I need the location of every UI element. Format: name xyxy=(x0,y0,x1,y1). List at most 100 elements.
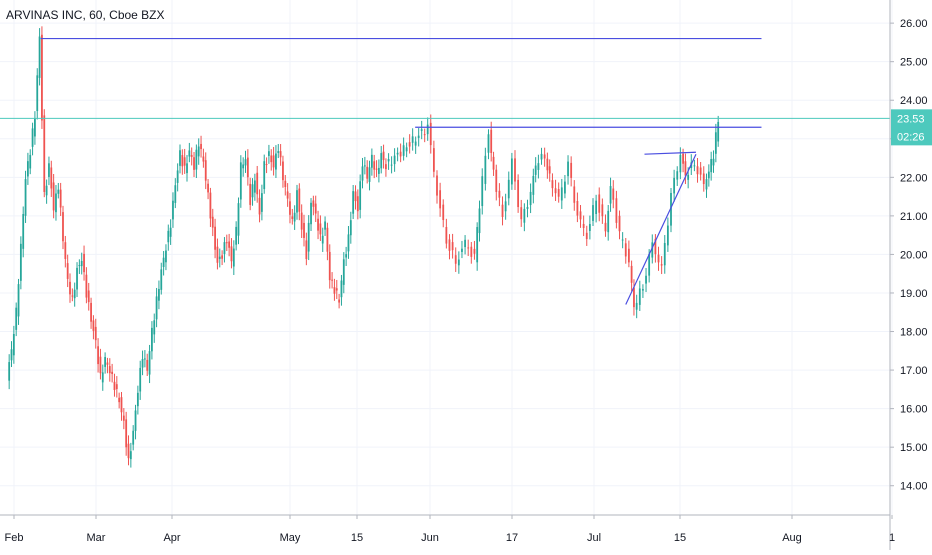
candle-body xyxy=(501,204,504,217)
candle-body xyxy=(275,153,277,170)
candle-body xyxy=(310,202,312,225)
candle-body xyxy=(57,189,60,194)
candle-body xyxy=(83,253,85,273)
trend-lines[interactable] xyxy=(0,37,890,305)
time-tick-label: 17 xyxy=(506,532,518,544)
candle-body xyxy=(197,146,200,157)
candle-body xyxy=(125,419,128,448)
trend-line-triangle-top[interactable] xyxy=(644,151,696,155)
candle-body xyxy=(335,288,338,291)
candle-body xyxy=(517,179,520,208)
candle-body xyxy=(543,154,546,159)
candle-body xyxy=(347,234,350,252)
candle-body xyxy=(693,165,696,167)
price-tick-label: 17.00 xyxy=(900,365,928,377)
candle-body xyxy=(712,158,715,166)
candle-body xyxy=(331,279,333,281)
time-tick-label: 1 xyxy=(889,532,895,544)
candle-body xyxy=(370,154,373,168)
candle-body xyxy=(354,191,357,202)
candle-body xyxy=(705,179,708,190)
candle-body xyxy=(321,235,324,244)
candle-body xyxy=(146,359,149,371)
candle-body xyxy=(523,208,526,223)
candle-body xyxy=(411,136,414,143)
candle-body xyxy=(268,151,270,156)
candle-body xyxy=(366,166,369,179)
candle-body xyxy=(139,367,142,392)
price-axis[interactable]: 26.0025.0024.0023.0022.0021.0020.0019.00… xyxy=(889,0,932,550)
candle-body xyxy=(214,226,216,250)
time-tick-label: Aug xyxy=(782,532,802,544)
candle-body xyxy=(478,208,481,234)
candle-body xyxy=(17,284,20,317)
candle-body xyxy=(454,255,457,264)
candle-body xyxy=(464,239,466,248)
candle-body xyxy=(314,203,317,214)
candle-body xyxy=(319,223,322,235)
candle-body xyxy=(588,224,591,231)
candle-body xyxy=(651,242,654,258)
candle-body xyxy=(707,171,710,179)
time-axis[interactable]: Feb Mar Apr May 15 Jun 17 Jul 15 Aug 1 xyxy=(0,514,895,544)
candle-body xyxy=(377,167,380,174)
candle-body xyxy=(679,154,682,173)
candle-body xyxy=(557,189,560,197)
candle-body xyxy=(186,163,188,174)
candles xyxy=(8,26,720,468)
time-tick-label: Jul xyxy=(587,532,601,544)
candle-body xyxy=(342,259,345,285)
candle-body xyxy=(615,198,618,223)
candle-body xyxy=(529,191,532,206)
time-tick-label: Feb xyxy=(5,532,24,544)
candle-body xyxy=(237,203,240,236)
price-tick-label: 14.00 xyxy=(900,481,928,493)
candle-body xyxy=(64,242,67,259)
candle-body xyxy=(601,204,604,217)
candle-body xyxy=(361,166,364,181)
price-tick-label: 20.00 xyxy=(900,249,928,261)
candle-body xyxy=(221,255,224,259)
candle-body xyxy=(115,384,118,390)
candle-body xyxy=(567,161,569,177)
candle-body xyxy=(34,118,36,137)
candle-body xyxy=(382,151,385,161)
candle-body xyxy=(282,161,284,181)
candle-body xyxy=(579,211,582,220)
candle-body xyxy=(338,299,341,303)
time-tick-label: 15 xyxy=(674,532,686,544)
last-price-tag[interactable] xyxy=(891,109,932,146)
candle-body xyxy=(423,134,426,136)
candle-body xyxy=(682,153,684,164)
candle-body xyxy=(554,188,557,194)
candle-body xyxy=(414,141,417,146)
price-tick-label: 21.00 xyxy=(900,211,928,223)
candle-body xyxy=(696,166,699,175)
candle-body xyxy=(19,243,22,281)
candle-body xyxy=(134,410,137,431)
trend-line-triangle-support[interactable] xyxy=(625,153,697,305)
candle-body xyxy=(94,326,97,341)
candle-body xyxy=(324,221,326,230)
candle-body xyxy=(176,170,179,183)
price-tick-label: 18.00 xyxy=(900,327,928,339)
candle-body xyxy=(244,159,247,166)
candle-body xyxy=(101,372,104,383)
candle-body xyxy=(22,214,25,249)
price-tick-label: 24.00 xyxy=(900,95,928,107)
candle-body xyxy=(289,201,291,215)
candle-body xyxy=(43,115,46,192)
candle-body xyxy=(534,165,537,175)
candle-body xyxy=(162,257,165,267)
candle-body xyxy=(202,156,205,162)
candle-body xyxy=(540,153,543,160)
price-tick-label: 19.00 xyxy=(900,288,928,300)
candle-body xyxy=(155,296,158,320)
candle-body xyxy=(258,197,261,215)
candle-body xyxy=(136,392,139,407)
candle-body xyxy=(151,327,153,352)
candle-body xyxy=(59,189,62,208)
candle-body xyxy=(181,155,184,167)
